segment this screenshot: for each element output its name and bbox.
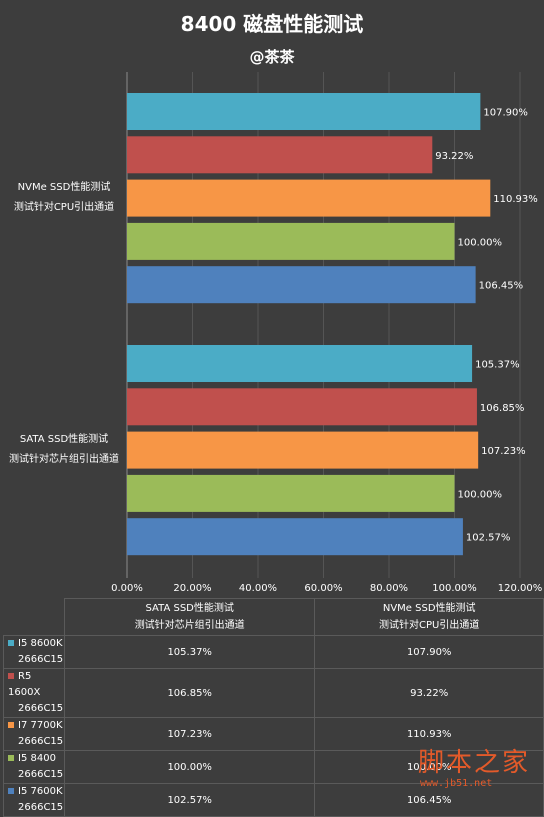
legend-swatch <box>8 722 14 728</box>
watermark-logo: 脚本之家 <box>418 748 531 778</box>
data-label: 106.85% <box>480 403 524 414</box>
category-label-line: 测试针对芯片组引出通道 <box>9 454 119 465</box>
data-label: 105.37% <box>475 360 520 371</box>
data-label: 110.93% <box>493 194 538 205</box>
bar <box>127 266 476 304</box>
x-tick-label: 40.00% <box>238 583 278 594</box>
table-column-header: SATA SSD性能测试 测试针对芯片组引出通道 <box>63 598 316 636</box>
x-tick-label: 100.00% <box>432 583 477 594</box>
table-cell: 102.57% <box>63 783 316 817</box>
table-cell: 105.37% <box>63 635 316 669</box>
series-name: I7 7700K 2666C15 <box>3 717 65 751</box>
bar <box>127 136 433 174</box>
data-label: 100.00% <box>458 237 503 248</box>
table-corner <box>4 599 65 636</box>
series-name: I5 7600K 2666C15 <box>3 783 65 817</box>
data-label: 106.45% <box>479 281 524 292</box>
data-label: 107.90% <box>483 108 528 119</box>
category-label: NVMe SSD性能测试 测试针对CPU引出通道 <box>4 178 124 218</box>
category-label-line: SATA SSD性能测试 <box>19 434 109 445</box>
series-name: I5 8400 2666C15 <box>3 750 65 784</box>
table-column-header: NVMe SSD性能测试 测试针对CPU引出通道 <box>314 598 544 636</box>
table-cell: 100.00% <box>314 750 544 784</box>
legend-swatch <box>8 788 14 794</box>
legend-swatch <box>8 673 14 679</box>
data-label: 102.57% <box>466 533 511 544</box>
table-row: I7 7700K 2666C15 107.23% 110.93% <box>3 717 544 751</box>
category-label-line: NVMe SSD性能测试 <box>17 182 111 193</box>
x-tick-label: 80.00% <box>369 583 409 594</box>
x-tick-label: 0.00% <box>111 583 143 594</box>
chart-title: 8400 磁盘性能测试 <box>180 12 364 36</box>
category-label: SATA SSD性能测试 测试针对芯片组引出通道 <box>4 430 124 470</box>
legend-swatch <box>8 755 14 761</box>
table-row: I5 8400 2666C15 100.00% 100.00% <box>3 750 544 784</box>
data-label: 107.23% <box>481 446 525 457</box>
bar <box>127 93 481 130</box>
table-cell: 110.93% <box>314 717 544 751</box>
table-cell: 106.85% <box>63 668 316 718</box>
table-cell: 107.23% <box>63 717 316 751</box>
table-row: R5 1600X 2666C15 106.85% 93.22% <box>3 668 544 718</box>
x-tick-label: 20.00% <box>173 583 212 594</box>
category-label-line: 测试针对CPU引出通道 <box>13 202 115 213</box>
bar <box>127 431 479 469</box>
watermark-url: www.jb51.net <box>420 778 493 789</box>
x-tick-label: 120.00% <box>497 583 543 594</box>
bar <box>127 474 455 512</box>
bar <box>127 518 463 556</box>
series-name: R5 1600X 2666C15 <box>3 668 65 718</box>
bar <box>127 179 491 217</box>
series-name: I5 8600K 2666C15 <box>3 635 65 669</box>
data-table: SATA SSD性能测试 测试针对芯片组引出通道 NVMe SSD性能测试 测试针对C… <box>3 598 544 817</box>
x-tick-label: 60.00% <box>304 583 343 594</box>
bar <box>127 388 477 426</box>
table-cell: 93.22% <box>314 668 544 718</box>
table-row: I5 8600K 2666C15 105.37% 107.90% <box>3 635 544 669</box>
legend-swatch <box>8 640 14 646</box>
chart-subtitle: @茶茶 <box>249 48 295 66</box>
data-label: 100.00% <box>458 489 503 500</box>
table-cell: 107.90% <box>314 635 544 669</box>
table-cell: 100.00% <box>63 750 316 784</box>
bar-chart: 107.90% 93.22% 110.93% 100.00% 106.45% 105.37… <box>126 72 538 578</box>
data-label: 93.22% <box>435 151 473 162</box>
bar <box>127 222 455 260</box>
bar <box>127 345 473 382</box>
